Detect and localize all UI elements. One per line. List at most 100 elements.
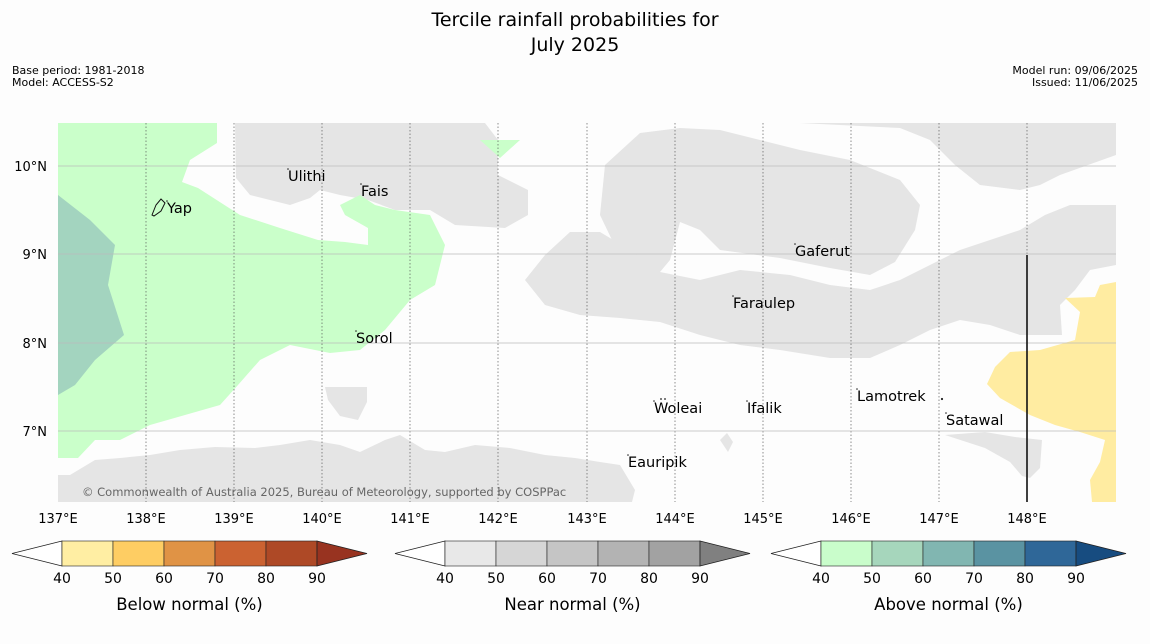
base-period: Base period: 1981-2018	[12, 64, 145, 77]
colorbar-segment	[1024, 540, 1077, 567]
lon-tick-label: 137°E	[38, 512, 78, 527]
lon-tick-label: 140°E	[302, 512, 342, 527]
issued-date: Issued: 11/06/2025	[1031, 76, 1138, 89]
near-normal-region-southeast	[945, 432, 1042, 478]
place-label-faraulep: Faraulep	[733, 296, 795, 312]
colorbar-segment	[546, 540, 599, 567]
colorbar-segment	[163, 540, 216, 567]
islet-dot	[664, 398, 666, 400]
colorbar-tick-label: 70	[206, 571, 224, 587]
lon-tick-label: 139°E	[214, 512, 254, 527]
colorbar-segment	[648, 540, 701, 567]
colorbar-tick-label: 40	[53, 571, 71, 587]
base-info: Base period: 1981-2018 Model: ACCESS-S2	[12, 65, 144, 89]
island-marker	[732, 295, 734, 297]
colorbar-right-extension	[699, 540, 751, 567]
colorbar-segment	[214, 540, 267, 567]
island-marker	[746, 400, 748, 402]
colorbar-left-extension	[770, 540, 822, 567]
colorbar-segment	[444, 540, 497, 567]
lat-tick-label: 9°N	[23, 248, 48, 263]
place-label-fais: Fais	[361, 184, 388, 200]
island-marker	[287, 168, 289, 170]
place-label-ifalik: Ifalik	[747, 401, 782, 417]
colorbar-tick-label: 70	[589, 571, 607, 587]
place-label-woleai: Woleai	[654, 401, 702, 417]
lat-tick-label: 10°N	[14, 160, 47, 175]
near-normal-region-band	[525, 205, 1116, 358]
colorbar-tick-label: 40	[812, 571, 830, 587]
colorbar-segment	[265, 540, 318, 567]
colorbar-tick-label: 90	[691, 571, 709, 587]
copyright-note: © Commonwealth of Australia 2025, Bureau…	[82, 485, 566, 499]
title-line-1: Tercile rainfall probabilities for	[431, 9, 719, 31]
run-info: Model run: 09/06/2025 Issued: 11/06/2025	[1012, 65, 1138, 89]
island-marker	[653, 400, 655, 402]
map-regions	[58, 123, 1116, 502]
lon-tick-label: 143°E	[567, 512, 607, 527]
colorbar-left-extension	[394, 540, 446, 567]
lat-tick-label: 8°N	[23, 337, 48, 352]
longitude-gridlines	[145, 123, 1028, 502]
near-normal-region-north	[235, 123, 528, 228]
colorbar-above-normal: 40 50 60 70 80 90 Above normal (%)	[770, 540, 1127, 614]
islet-dot	[940, 397, 944, 401]
colorbar-segment	[820, 540, 873, 567]
above-normal-region-deep	[58, 195, 124, 395]
place-label-ulithi: Ulithi	[288, 169, 326, 185]
colorbar-tick-label: 60	[538, 571, 556, 587]
longitude-labels: 137°E 138°E 139°E 140°E 141°E 142°E 143°E 144°E…	[38, 512, 1047, 527]
colorbar-tick-label: 40	[436, 571, 454, 587]
above-normal-region-north-small	[480, 140, 520, 158]
near-normal-region-central	[600, 128, 920, 275]
near-normal-region-south	[58, 435, 635, 502]
colorbar-right-extension	[1075, 540, 1127, 567]
colorbar-tick-label: 90	[308, 571, 326, 587]
colorbar-tick-label: 50	[863, 571, 881, 587]
colorbar-near-normal: 40 50 60 70 80 90 Near normal (%)	[394, 540, 751, 614]
lon-tick-label: 138°E	[126, 512, 166, 527]
above-normal-region-west	[58, 123, 445, 458]
chart-title: Tercile rainfall probabilities for July …	[0, 8, 1150, 58]
colorbar-tick-label: 90	[1067, 571, 1085, 587]
lon-tick-label: 148°E	[1007, 512, 1047, 527]
colorbar-segment	[61, 540, 114, 567]
colorbar-tick-label: 80	[640, 571, 658, 587]
colorbar-left-extension	[11, 540, 63, 567]
place-label-lamotrek: Lamotrek	[857, 389, 926, 405]
lon-tick-label: 145°E	[743, 512, 783, 527]
island-marker	[627, 454, 629, 456]
model-name: Model: ACCESS-S2	[12, 76, 114, 89]
island-marker	[166, 200, 168, 202]
near-normal-region-east	[800, 123, 1116, 190]
latitude-gridlines	[58, 165, 1116, 432]
colorbar-tick-label: 70	[965, 571, 983, 587]
colorbar-segment	[871, 540, 924, 567]
near-normal-region-small	[720, 433, 733, 452]
yap-island-outline	[151, 198, 166, 217]
place-label-eauripik: Eauripik	[628, 455, 687, 471]
place-label-yap: Yap	[166, 201, 192, 217]
colorbar-label: Above normal (%)	[874, 595, 1023, 614]
near-normal-region-islet	[325, 387, 367, 420]
place-labels: Ulithi Fais Yap Gaferut Faraulep Sorol Woleai I…	[166, 168, 1003, 471]
place-label-gaferut: Gaferut	[795, 244, 850, 260]
lat-tick-label: 7°N	[23, 425, 48, 440]
islet-dot	[660, 398, 662, 400]
island-marker	[355, 330, 357, 332]
colorbar-segment	[973, 540, 1026, 567]
colorbar-label: Below normal (%)	[116, 595, 263, 614]
lon-tick-label: 141°E	[390, 512, 430, 527]
island-marker	[360, 183, 362, 185]
lon-tick-label: 147°E	[919, 512, 959, 527]
island-marker	[794, 243, 796, 245]
title-line-2: July 2025	[530, 34, 620, 56]
colorbars: 40 50 60 70 80 90 Below normal (%) 40 50 60 70 80 90…	[11, 540, 1127, 614]
island-marker	[856, 388, 858, 390]
model-run: Model run: 09/06/2025	[1012, 64, 1138, 77]
colorbar-tick-label: 80	[1016, 571, 1034, 587]
below-normal-region-east	[987, 282, 1116, 502]
colorbar-segment	[922, 540, 975, 567]
lon-tick-label: 142°E	[478, 512, 518, 527]
colorbar-segment	[597, 540, 650, 567]
